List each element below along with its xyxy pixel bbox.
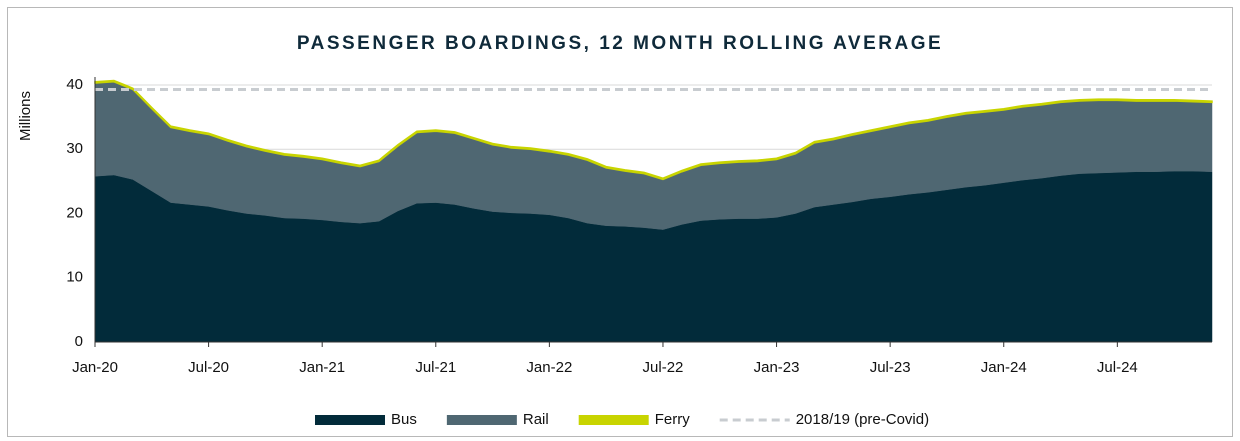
y-axis-label: Millions	[17, 91, 34, 141]
y-tick-label: 20	[66, 204, 83, 221]
x-tick-label: Jul-24	[1097, 359, 1138, 376]
x-tick-label: Jul-23	[870, 359, 911, 376]
x-tick-label: Jan-23	[754, 359, 800, 376]
chart-title: PASSENGER BOARDINGS, 12 MONTH ROLLING AV…	[297, 33, 943, 54]
x-tick-label: Jul-21	[415, 359, 456, 376]
area	[94, 79, 1213, 181]
x-tick-label: Jan-24	[981, 359, 1027, 376]
legend-swatch	[315, 415, 385, 425]
y-tick-label: 30	[66, 140, 83, 157]
legend-label: Rail	[523, 411, 549, 428]
legend-label: Bus	[391, 411, 417, 428]
legend-label: 2018/19 (pre-Covid)	[796, 411, 929, 428]
legend-swatch	[578, 415, 649, 425]
x-tick-label: Jul-22	[643, 359, 684, 376]
y-tick-label: 0	[75, 333, 83, 350]
y-tick-label: 10	[66, 269, 83, 286]
x-tick-label: Jul-20	[188, 359, 229, 376]
x-tick-label: Jan-21	[299, 359, 345, 376]
x-tick-label: Jan-22	[526, 359, 572, 376]
y-tick-label: 40	[66, 76, 83, 93]
legend-swatch	[446, 415, 517, 425]
chart-border	[7, 7, 1233, 437]
x-tick-label: Jan-20	[72, 359, 118, 376]
legend-label: Ferry	[655, 411, 690, 428]
